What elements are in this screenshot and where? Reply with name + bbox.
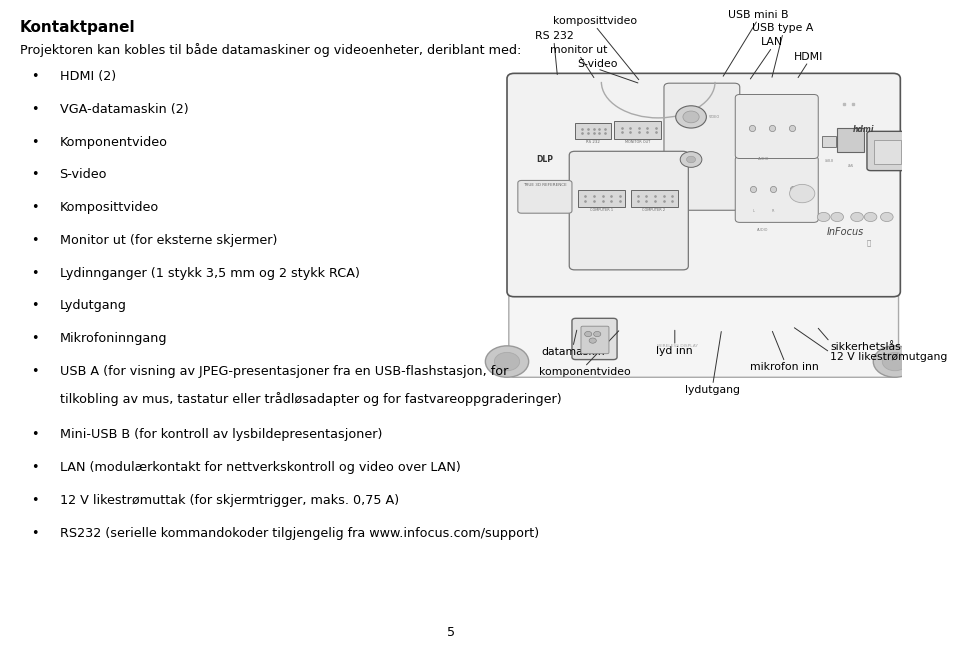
Circle shape [864, 212, 876, 221]
Circle shape [676, 106, 707, 128]
Circle shape [686, 156, 696, 162]
Text: lyd inn: lyd inn [657, 346, 693, 356]
FancyBboxPatch shape [517, 180, 572, 214]
Circle shape [593, 331, 601, 337]
Text: tilkobling av mus, tastatur eller trådløsadapter og for fastvareoppgraderinger): tilkobling av mus, tastatur eller trådlø… [60, 392, 562, 405]
Text: •: • [31, 234, 38, 247]
FancyBboxPatch shape [578, 190, 625, 207]
Circle shape [874, 346, 917, 377]
Text: Lydutgang: Lydutgang [60, 299, 127, 312]
Text: LAN: LAN [761, 37, 783, 47]
Text: •: • [31, 494, 38, 507]
Text: komponentvideo: komponentvideo [539, 367, 631, 377]
FancyBboxPatch shape [735, 157, 818, 223]
Text: HDMI (2): HDMI (2) [60, 70, 115, 83]
Text: Komposittvideo: Komposittvideo [60, 201, 158, 214]
Circle shape [681, 151, 702, 167]
Text: •: • [31, 527, 38, 540]
Text: RS232 (serielle kommandokoder tilgjengelig fra www.infocus.com/support): RS232 (serielle kommandokoder tilgjengel… [60, 527, 539, 540]
Text: Mini-USB B (for kontroll av lysbildepresentasjoner): Mini-USB B (for kontroll av lysbildepres… [60, 428, 382, 441]
Text: USB type A: USB type A [753, 23, 814, 33]
Circle shape [880, 212, 893, 221]
FancyBboxPatch shape [910, 140, 937, 164]
Text: TRUE 3D REFERENCE: TRUE 3D REFERENCE [523, 183, 566, 187]
Text: USB-B: USB-B [825, 159, 833, 164]
Circle shape [789, 184, 815, 203]
Text: MONITOR OUT: MONITOR OUT [625, 140, 651, 144]
Text: •: • [31, 103, 38, 116]
FancyBboxPatch shape [837, 128, 864, 152]
FancyBboxPatch shape [509, 288, 899, 377]
Circle shape [830, 212, 844, 221]
Text: datamaskin: datamaskin [541, 347, 605, 357]
Text: VIDEO: VIDEO [709, 115, 720, 119]
Text: 12 V likestrømuttak (for skjermtrigger, maks. 0,75 A): 12 V likestrømuttak (for skjermtrigger, … [60, 494, 398, 507]
Text: •: • [31, 428, 38, 441]
FancyBboxPatch shape [575, 123, 611, 139]
Text: USB mini B: USB mini B [728, 10, 788, 20]
Text: L: L [753, 208, 755, 213]
Text: 🔒: 🔒 [866, 239, 871, 246]
Text: •: • [31, 299, 38, 312]
Text: LAN (modulærkontakt for nettverkskontroll og video over LAN): LAN (modulærkontakt for nettverkskontrol… [60, 461, 460, 474]
Text: monitor ut: monitor ut [550, 45, 608, 55]
Text: USB A (for visning av JPEG-presentasjoner fra en USB-flashstasjon, for: USB A (for visning av JPEG-presentasjone… [60, 365, 508, 378]
Text: WIRELESS DISPLAY: WIRELESS DISPLAY [657, 344, 698, 348]
Text: Komponentvideo: Komponentvideo [60, 136, 168, 149]
Circle shape [589, 338, 596, 343]
Text: hdmi: hdmi [852, 125, 875, 134]
Text: AUDIO: AUDIO [756, 227, 768, 232]
FancyBboxPatch shape [664, 83, 740, 210]
FancyBboxPatch shape [867, 131, 950, 170]
Text: COMPUTER 1: COMPUTER 1 [590, 208, 613, 212]
Text: sikkerhetslås: sikkerhetslås [830, 342, 900, 352]
Text: •: • [31, 267, 38, 280]
FancyBboxPatch shape [614, 121, 661, 139]
FancyBboxPatch shape [822, 136, 836, 147]
FancyBboxPatch shape [735, 94, 818, 159]
Text: •: • [31, 201, 38, 214]
Text: InFocus: InFocus [828, 227, 864, 237]
Text: COMPUTER 2: COMPUTER 2 [642, 208, 665, 212]
Text: S-video: S-video [60, 168, 108, 181]
Text: lydutgang: lydutgang [685, 385, 740, 395]
FancyBboxPatch shape [875, 140, 901, 164]
Text: Monitor ut (for eksterne skjermer): Monitor ut (for eksterne skjermer) [60, 234, 276, 247]
Text: LAN: LAN [848, 164, 853, 168]
Text: AUDIO: AUDIO [757, 157, 769, 161]
Circle shape [494, 352, 519, 371]
Circle shape [585, 331, 591, 337]
Text: komposittvideo: komposittvideo [553, 16, 637, 26]
Text: R: R [772, 208, 775, 213]
FancyBboxPatch shape [507, 73, 900, 297]
FancyBboxPatch shape [569, 151, 688, 270]
Text: •: • [31, 365, 38, 378]
Text: 5: 5 [447, 626, 455, 639]
Text: •: • [31, 136, 38, 149]
FancyBboxPatch shape [572, 318, 617, 360]
Text: 12 V likestrømutgang: 12 V likestrømutgang [830, 352, 948, 362]
Text: •: • [31, 168, 38, 181]
Text: VGA-datamaskin (2): VGA-datamaskin (2) [60, 103, 188, 116]
Circle shape [817, 212, 830, 221]
Text: HDMI: HDMI [794, 52, 823, 62]
Circle shape [882, 352, 907, 371]
Text: Lydinnganger (1 stykk 3,5 mm og 2 stykk RCA): Lydinnganger (1 stykk 3,5 mm og 2 stykk … [60, 267, 359, 280]
Circle shape [486, 346, 529, 377]
Text: mikrofon inn: mikrofon inn [751, 362, 819, 372]
FancyBboxPatch shape [581, 326, 609, 354]
Text: Projektoren kan kobles til både datamaskiner og videoenheter, deriblant med:: Projektoren kan kobles til både datamask… [20, 43, 521, 56]
Text: •: • [31, 332, 38, 345]
Circle shape [683, 111, 699, 123]
Text: RS 232: RS 232 [586, 140, 600, 144]
Text: RS 232: RS 232 [535, 31, 573, 41]
FancyBboxPatch shape [631, 190, 678, 207]
Text: Mikrofoninngang: Mikrofoninngang [60, 332, 167, 345]
Text: DLP: DLP [537, 155, 553, 164]
Text: Kontaktpanel: Kontaktpanel [20, 20, 135, 35]
Text: S-video: S-video [577, 59, 617, 69]
Text: •: • [31, 461, 38, 474]
Circle shape [851, 212, 863, 221]
Text: •: • [31, 70, 38, 83]
